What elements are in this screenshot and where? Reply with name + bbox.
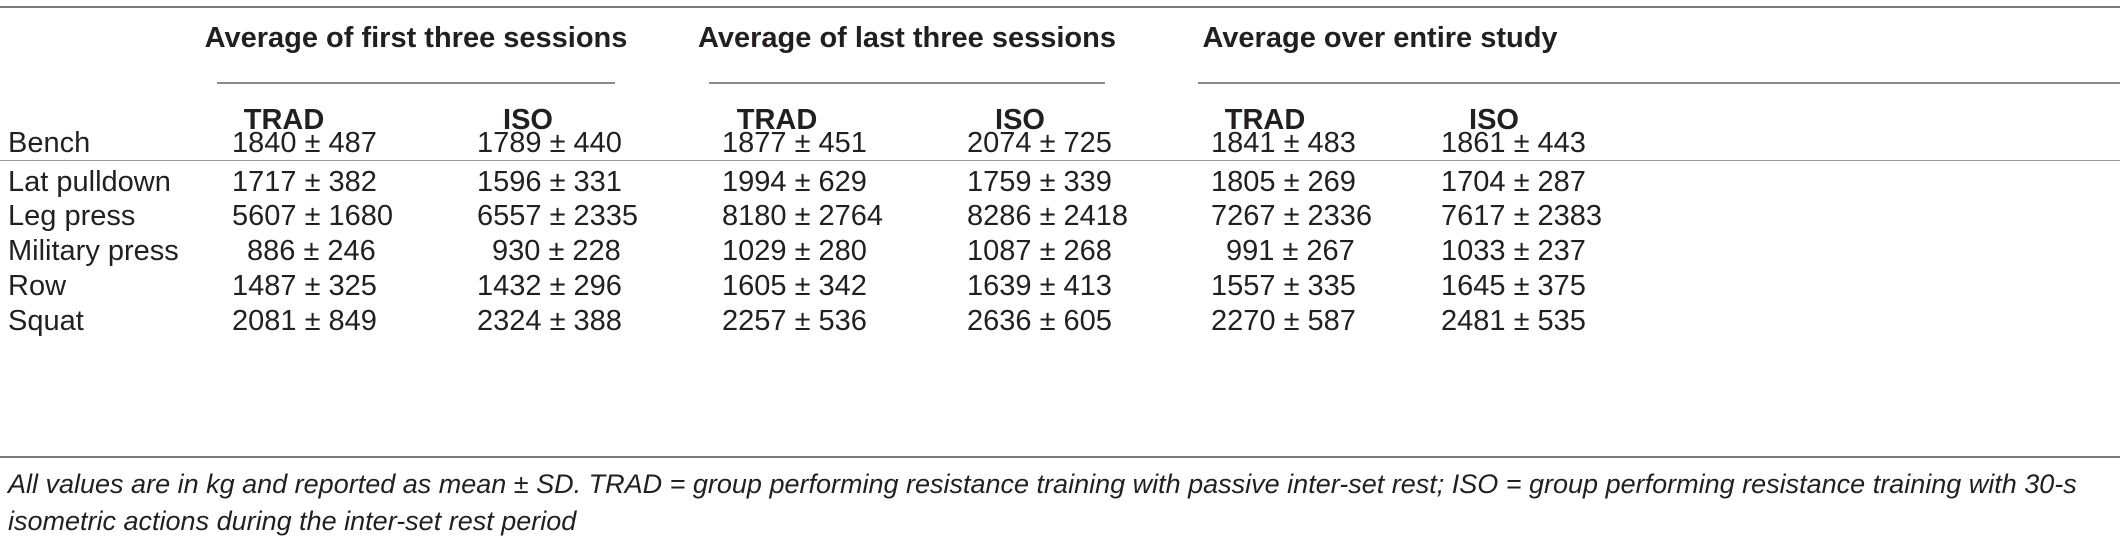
table-cell: 2324 ± 388 [477, 305, 622, 337]
table-cell: 2270 ± 587 [1211, 305, 1356, 337]
table-cell: 1805 ± 269 [1211, 166, 1356, 198]
group-rule-first [217, 82, 615, 84]
col-header-trad-entire: TRAD [1224, 104, 1306, 136]
table-cell: 991 ± 267 [1226, 235, 1355, 267]
top-rule [0, 6, 2120, 8]
table-row: Row 1487 ± 325 1432 ± 296 1605 ± 342 163… [0, 270, 2120, 318]
table-cell: 1840 ± 487 [232, 127, 377, 159]
table-cell: 6557 ± 2335 [477, 200, 639, 232]
group-rule-last [709, 82, 1105, 84]
table-footnote: All values are in kg and reported as mea… [8, 469, 2077, 536]
bottom-rule [0, 456, 2120, 458]
group-header-first: Average of first three sessions [204, 22, 628, 54]
table-cell: 2257 ± 536 [722, 305, 867, 337]
col-header-iso-last: ISO [995, 104, 1045, 136]
table-cell: 5607 ± 1680 [232, 200, 394, 232]
table-row: Military press 886 ± 246 930 ± 228 1029 … [0, 235, 2120, 283]
col-header-iso-entire: ISO [1469, 104, 1519, 136]
table-cell: 8286 ± 2418 [967, 200, 1129, 232]
table-cell: 7617 ± 2383 [1441, 200, 1603, 232]
table-cell: 1994 ± 629 [722, 166, 867, 198]
row-label: Bench [8, 127, 91, 159]
row-label: Lat pulldown [8, 166, 171, 198]
row-label: Military press [8, 235, 179, 267]
table-cell: 2481 ± 535 [1441, 305, 1586, 337]
table-cell: 7267 ± 2336 [1211, 200, 1373, 232]
col-header-trad-last: TRAD [736, 104, 818, 136]
table-cell: 1759 ± 339 [967, 166, 1112, 198]
table-cell: 1639 ± 413 [967, 270, 1112, 302]
table-cell: 1487 ± 325 [232, 270, 377, 302]
table-cell: 886 ± 246 [247, 235, 376, 267]
table-cell: 1029 ± 280 [722, 235, 867, 267]
row-label: Squat [8, 305, 84, 337]
table-cell: 1557 ± 335 [1211, 270, 1356, 302]
table-cell: 1789 ± 440 [477, 127, 622, 159]
table-cell: 2636 ± 605 [967, 305, 1112, 337]
row-label: Leg press [8, 200, 136, 232]
table-cell: 1087 ± 268 [967, 235, 1112, 267]
col-header-trad-first: TRAD [243, 104, 325, 136]
table-cell: 1861 ± 443 [1441, 127, 1586, 159]
header-rule [0, 160, 2120, 161]
table-cell: 1877 ± 451 [722, 127, 867, 159]
group-rule-entire [1198, 82, 2120, 84]
table-row: Squat 2081 ± 849 2324 ± 388 2257 ± 536 2… [0, 305, 2120, 353]
table-cell: 1704 ± 287 [1441, 166, 1586, 198]
row-label: Row [8, 270, 67, 302]
table-cell: 1645 ± 375 [1441, 270, 1586, 302]
col-header-iso-first: ISO [503, 104, 553, 136]
table-cell: 1605 ± 342 [722, 270, 867, 302]
table-row: Leg press 5607 ± 1680 6557 ± 2335 8180 ±… [0, 200, 2120, 248]
table-cell: 2081 ± 849 [232, 305, 377, 337]
table-row: Lat pulldown 1717 ± 382 1596 ± 331 1994 … [0, 166, 2120, 214]
table-cell: 1432 ± 296 [477, 270, 622, 302]
table-cell: 8180 ± 2764 [722, 200, 884, 232]
table-cell: 930 ± 228 [492, 235, 621, 267]
table-cell: 1596 ± 331 [477, 166, 622, 198]
table-cell: 1717 ± 382 [232, 166, 377, 198]
table-cell: 1841 ± 483 [1211, 127, 1356, 159]
table-cell: 2074 ± 725 [967, 127, 1112, 159]
table-row: Bench 1840 ± 487 1789 ± 440 1877 ± 451 2… [0, 127, 2120, 175]
group-header-entire: Average over entire study [1202, 22, 1558, 54]
table-cell: 1033 ± 237 [1441, 235, 1586, 267]
group-header-last: Average of last three sessions [698, 22, 1116, 54]
